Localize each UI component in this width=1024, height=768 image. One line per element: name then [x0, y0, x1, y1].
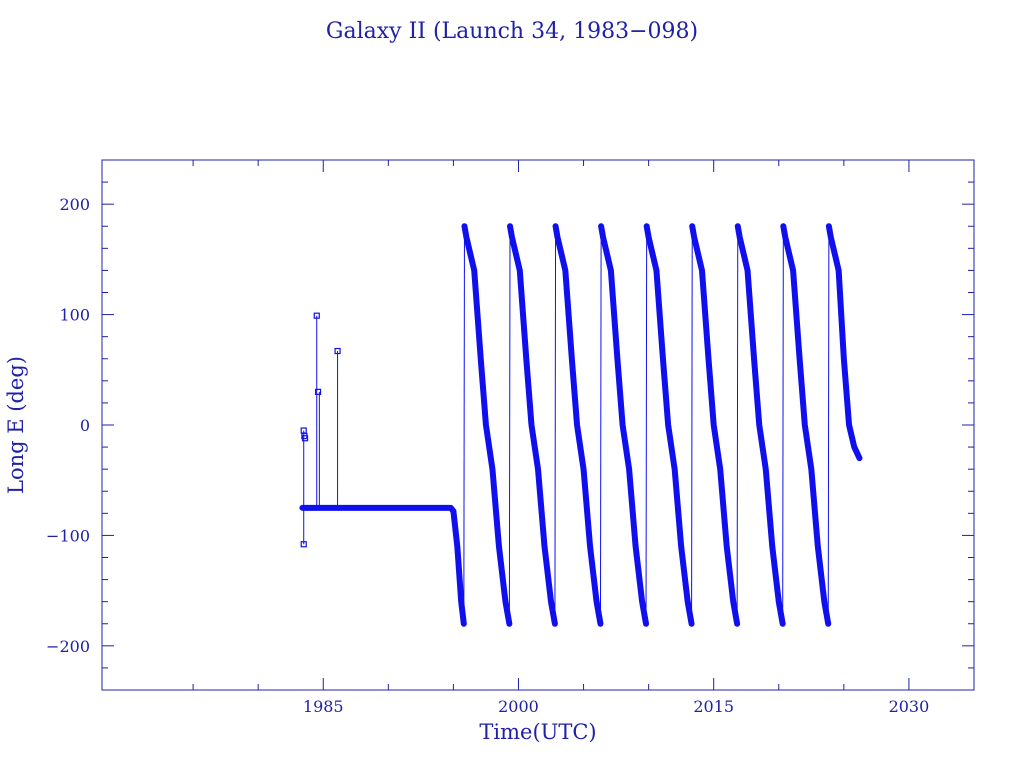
plot-frame — [101, 159, 975, 691]
outlier-point — [301, 435, 309, 442]
x-tick-label: 2000 — [498, 697, 539, 716]
x-tick-label: 2015 — [693, 697, 734, 716]
chart-title: Galaxy II (Launch 34, 1983−098) — [326, 19, 698, 44]
wrap-line — [827, 226, 830, 624]
y-tick-label: 100 — [59, 306, 90, 325]
series-line — [461, 223, 513, 627]
outlier-point — [313, 312, 320, 319]
y-tick-label: 200 — [59, 195, 90, 214]
series-line — [689, 223, 741, 627]
wrap-line — [736, 226, 739, 624]
outlier-point — [300, 541, 307, 548]
series-line — [507, 223, 558, 627]
y-tick-label: −200 — [46, 637, 90, 656]
series-line — [780, 223, 832, 627]
x-tick-label: 1985 — [303, 697, 344, 716]
series-layer — [299, 223, 863, 627]
y-axis-label: Long E (deg) — [4, 356, 28, 494]
wrap-line — [599, 226, 602, 624]
outlier-point — [314, 388, 322, 395]
wrap-line — [645, 226, 648, 624]
wrap-line — [782, 226, 784, 624]
y-tick-label: 0 — [80, 416, 90, 435]
x-axis-label: Time(UTC) — [479, 720, 596, 744]
tick-labels: 1985 2000 2015 2030 200 100 0 −100 −200 — [46, 195, 929, 716]
y-tick-label: −100 — [46, 526, 90, 545]
series-line — [598, 223, 650, 627]
wrap-line — [463, 226, 465, 624]
outlier-point — [334, 347, 341, 355]
wrap-line — [554, 226, 557, 624]
series-line — [299, 504, 467, 627]
wrap-line — [508, 226, 511, 624]
x-tick-label: 2030 — [889, 697, 930, 716]
series-line — [825, 223, 863, 462]
series-line — [552, 223, 604, 627]
axis-ticks — [102, 159, 975, 691]
wrap-line — [691, 226, 693, 624]
series-line — [643, 223, 695, 627]
outlier-layer — [300, 312, 341, 548]
series-line — [734, 223, 786, 627]
